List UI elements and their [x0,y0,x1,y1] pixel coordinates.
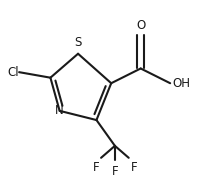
Text: Cl: Cl [8,66,19,79]
Text: O: O [136,19,145,32]
Text: F: F [112,165,118,178]
Text: F: F [93,161,99,175]
Text: N: N [55,104,64,117]
Text: S: S [74,36,82,49]
Text: F: F [131,161,137,175]
Text: OH: OH [172,77,190,90]
